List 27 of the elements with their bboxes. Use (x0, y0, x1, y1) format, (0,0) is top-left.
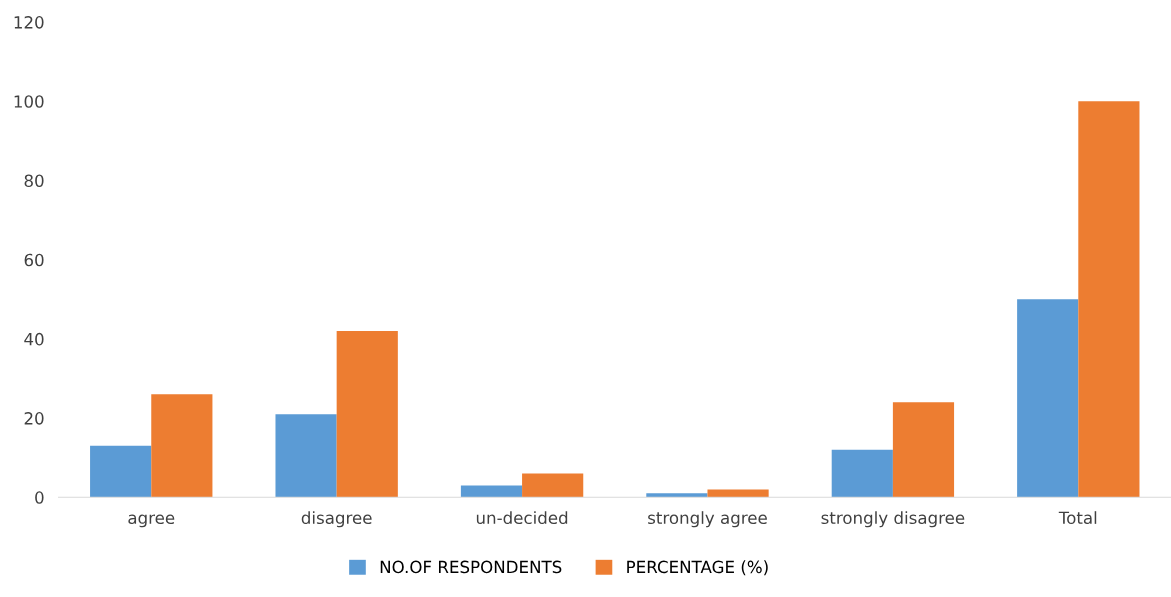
x-tick-label: Total (1058, 511, 1097, 525)
bar (151, 394, 213, 498)
bar (460, 485, 523, 498)
legend-label: NO.OF RESPONDENTS (380, 560, 562, 574)
y-tick-label: 0 (35, 491, 44, 504)
y-tick-label: 120 (14, 16, 44, 29)
bar (892, 402, 955, 498)
x-tick-label: disagree (301, 511, 372, 528)
bar (1017, 299, 1079, 498)
x-tick-label: strongly disagree (821, 511, 965, 528)
y-tick-label: 100 (14, 95, 44, 108)
x-tick-label: strongly agree (648, 511, 767, 528)
y-tick-label: 20 (24, 412, 44, 425)
x-tick-label: un-decided (476, 511, 568, 525)
bar (522, 473, 584, 498)
bar (646, 493, 708, 498)
y-tick-label: 40 (24, 332, 44, 346)
bar (1078, 101, 1140, 498)
bar (336, 330, 398, 498)
bar (275, 414, 337, 498)
bar (707, 489, 769, 498)
legend-label: PERCENTAGE (%) (627, 560, 768, 576)
y-tick-label: 60 (24, 253, 44, 267)
x-tick-label: agree (128, 514, 175, 528)
bar (90, 445, 152, 498)
bar (831, 449, 893, 498)
y-tick-label: 80 (24, 174, 44, 188)
